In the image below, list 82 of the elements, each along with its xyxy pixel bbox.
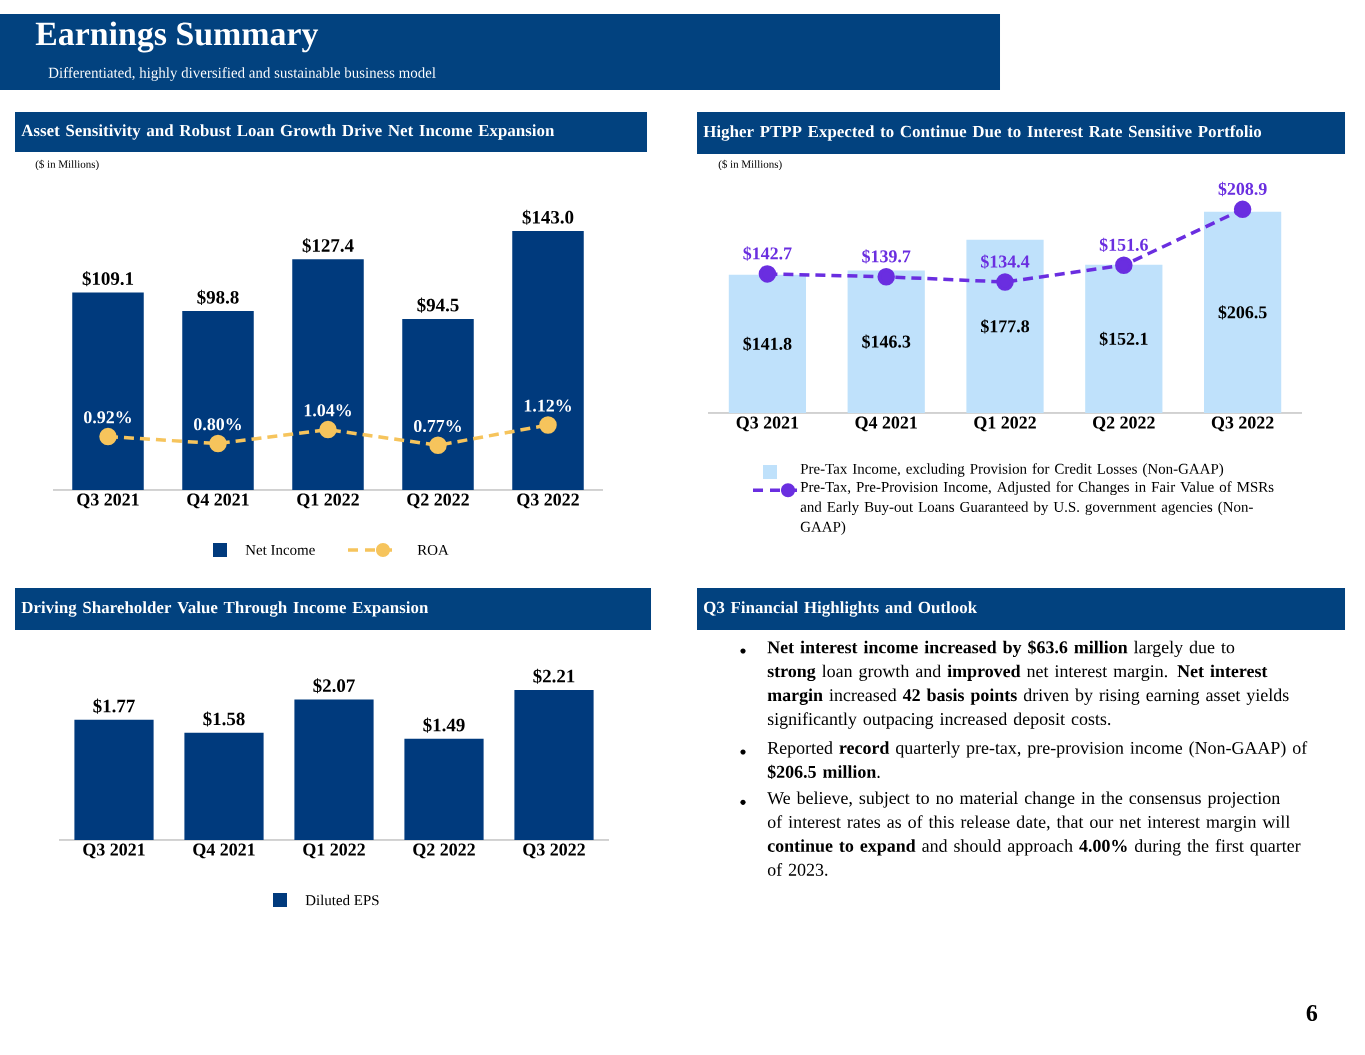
- legend-label: Pre-Tax, Pre-Provision Income, Adjusted for Changes in Fair Value of MSRs and Early Buy-out Loans Guaranteed by U.S. government agencies (Non-GAAP): [800, 481, 1274, 535]
- point: [758, 265, 777, 283]
- x-tick-label: Q3 2022: [523, 843, 585, 859]
- bar: [728, 274, 807, 413]
- bar: [1085, 264, 1163, 413]
- data-label: $141.8: [743, 336, 792, 352]
- bar: [404, 738, 484, 840]
- bar: [292, 259, 364, 490]
- legend-label: ROA: [417, 544, 449, 556]
- data-label: $208.9: [1218, 181, 1267, 197]
- data-label: 1.04%: [304, 404, 351, 417]
- data-label: 0.92%: [84, 411, 131, 424]
- x-tick-label: Q2 2022: [413, 843, 475, 859]
- data-label: $2.07: [313, 678, 355, 694]
- data-label: $1.58: [203, 711, 245, 727]
- bar: [1204, 211, 1282, 413]
- legend-label: Pre-Tax Income, excluding Provision for Credit Losses (Non-GAAP): [800, 463, 1224, 477]
- x-tick-label: Q1 2022: [303, 843, 365, 859]
- text: We believe, subject to no material change in the consensus projection of interest rates as of this release date, that our net interest margin will continue to expand and should approach 4.00% during the first quarter of 2023.: [767, 791, 1301, 876]
- text: Reported record quarterly pre-tax, pre-provision income (Non-GAAP) of $206.5 million.: [767, 741, 1308, 780]
- text: Earnings Summary: [35, 21, 319, 53]
- x-tick-label: Q3 2022: [1211, 416, 1274, 432]
- point: [1115, 256, 1133, 274]
- point: [209, 434, 227, 453]
- data-label: $1.49: [423, 717, 465, 733]
- x-tick-label: Q4 2021: [193, 843, 255, 859]
- data-label: 0.80%: [194, 418, 241, 431]
- point: [429, 436, 447, 455]
- bar: [184, 732, 264, 840]
- data-label: 1.12%: [524, 399, 571, 412]
- chart-subtitle: ($ in Millions): [718, 159, 782, 171]
- text: Q3 Financial Highlights and Outlook: [704, 601, 978, 617]
- point: [996, 273, 1014, 291]
- data-label: $1.77: [93, 698, 135, 714]
- bar: [74, 719, 154, 840]
- bar: [182, 311, 254, 490]
- bar: [512, 231, 584, 490]
- data-label: $2.21: [533, 668, 575, 684]
- x-tick-label: Q2 2022: [1093, 416, 1155, 432]
- text: 6: [1306, 1004, 1318, 1022]
- data-label: $98.8: [197, 289, 239, 305]
- chart-title: Asset Sensitivity and Robust Loan Growth Drive Net Income Expansion: [21, 124, 555, 140]
- point: [319, 420, 337, 439]
- bar: [847, 270, 925, 413]
- legend-label: Net Income: [245, 545, 315, 555]
- data-label: $206.5: [1218, 305, 1267, 320]
- data-label: 0.77%: [414, 419, 461, 433]
- x-tick-label: Q3 2021: [77, 493, 139, 509]
- bar: [294, 699, 374, 840]
- x-tick-label: Q1 2022: [297, 493, 359, 509]
- x-tick-label: Q3 2021: [83, 843, 145, 859]
- bar: [72, 292, 144, 490]
- text: Differentiated, highly diversified and sustainable business model: [48, 67, 436, 81]
- x-tick-label: Q4 2021: [187, 493, 249, 509]
- chart-title: Driving Shareholder Value Through Income Expansion: [21, 601, 429, 617]
- data-label: $139.7: [862, 249, 911, 264]
- x-tick-label: Q2 2022: [407, 493, 469, 509]
- point: [877, 268, 895, 286]
- chart-title: Higher PTPP Expected to Continue Due to Interest Rate Sensitive Portfolio: [703, 125, 1262, 141]
- data-label: $142.7: [743, 246, 792, 261]
- x-tick-label: Q3 2021: [736, 416, 799, 432]
- data-label: $143.0: [522, 209, 574, 225]
- data-label: $94.5: [417, 297, 459, 313]
- chart-subtitle: ($ in Millions): [35, 159, 99, 171]
- x-tick-label: Q4 2021: [855, 416, 917, 432]
- data-label: $127.4: [302, 237, 354, 254]
- bar: [966, 239, 1044, 413]
- point: [99, 427, 117, 446]
- data-label: $151.6: [1099, 237, 1148, 252]
- data-label: $152.1: [1099, 331, 1148, 347]
- x-tick-label: Q1 2022: [974, 416, 1036, 432]
- data-label: $177.8: [980, 319, 1030, 334]
- bar: [514, 690, 594, 840]
- bar: [402, 318, 474, 490]
- data-label: $146.3: [862, 334, 911, 349]
- data-label: $109.1: [82, 271, 134, 287]
- point: [539, 416, 557, 434]
- legend-label: Diluted EPS: [305, 894, 379, 906]
- point: [1233, 200, 1252, 219]
- x-tick-label: Q3 2022: [517, 493, 579, 509]
- data-label: $134.4: [980, 254, 1030, 269]
- text: Net interest income increased by $63.6 million largely due to strong loan growth and improved net interest margin. Net interest margin increased 42 basis points driven by rising earning asset yields significantly outpacing increased deposit costs.: [767, 640, 1289, 729]
